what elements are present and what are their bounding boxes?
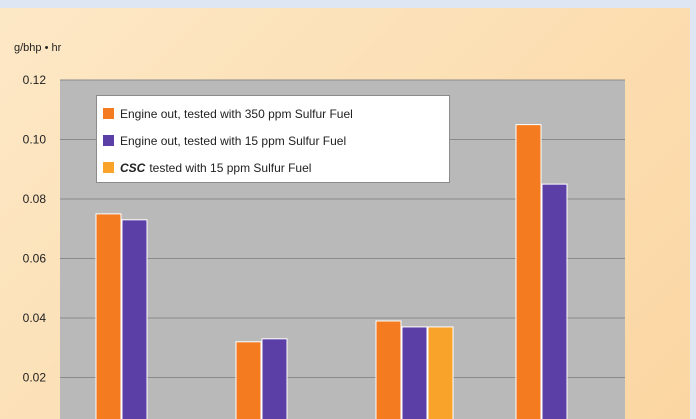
bar-series-1-group-3: [375, 320, 402, 419]
y-axis-ticks: 0.12 0.10 0.08 0.06 0.04 0.02: [23, 73, 47, 385]
legend-item-series-2: Engine out, tested with 15 ppm Sulfur Fu…: [103, 127, 449, 154]
bar-series-2-group-2: [261, 338, 288, 419]
bar-series-1-group-1: [95, 213, 122, 419]
bar-series-2-group-3: [401, 326, 428, 419]
y-tick-label: 0.02: [23, 371, 47, 385]
y-tick-label: 0.06: [23, 252, 47, 266]
legend-swatch-series-1: [103, 108, 114, 119]
y-tick-label: 0.10: [23, 133, 47, 147]
legend-label-series-2: Engine out, tested with 15 ppm Sulfur Fu…: [120, 133, 347, 148]
legend-label-csc: CSC: [120, 160, 146, 175]
legend-label-series-1: Engine out, tested with 350 ppm Sulfur F…: [120, 106, 353, 121]
y-tick-label: 0.08: [23, 192, 47, 206]
legend-item-series-3: CSC tested with 15 ppm Sulfur Fuel: [103, 154, 449, 181]
y-tick-label: 0.04: [23, 311, 47, 325]
legend-swatch-series-3: [103, 162, 114, 173]
bar-series-3-group-3: [427, 326, 454, 419]
legend: Engine out, tested with 350 ppm Sulfur F…: [96, 95, 450, 183]
legend-item-series-1: Engine out, tested with 350 ppm Sulfur F…: [103, 100, 449, 127]
bar-series-1-group-2: [235, 341, 262, 419]
bar-series-2-group-1: [121, 219, 148, 419]
legend-swatch-series-2: [103, 135, 114, 146]
bar-series-1-group-4: [515, 124, 542, 419]
legend-label-series-3: tested with 15 ppm Sulfur Fuel: [149, 160, 312, 175]
y-tick-label: 0.12: [23, 73, 47, 87]
bars: [95, 124, 568, 419]
bar-series-2-group-4: [541, 183, 568, 419]
y-axis-unit-label: g/bhp • hr: [14, 42, 62, 54]
